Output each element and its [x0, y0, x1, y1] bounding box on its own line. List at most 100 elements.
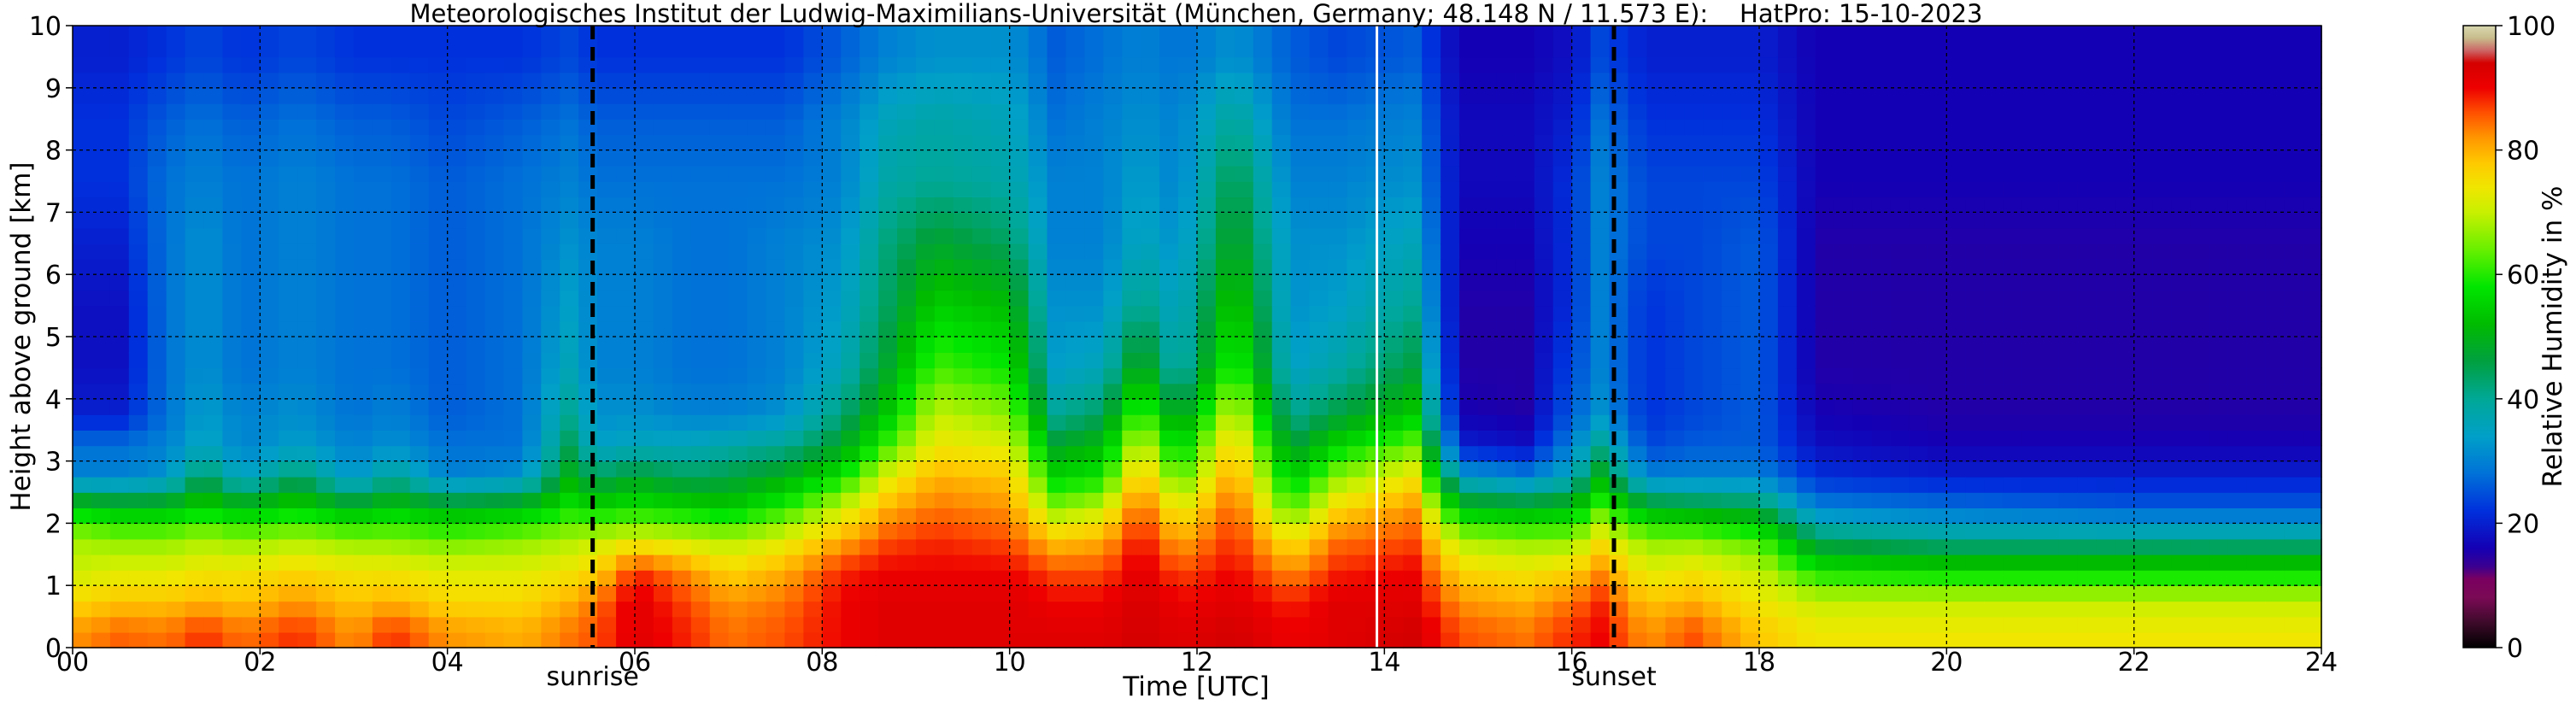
heat-cell: [635, 87, 654, 104]
heat-cell: [990, 274, 1011, 291]
heat-cell: [390, 367, 411, 384]
heat-cell: [2115, 134, 2135, 151]
x-tick-label: 20: [1930, 648, 1963, 678]
heat-cell: [578, 320, 598, 337]
heat-cell: [560, 383, 579, 400]
heat-cell: [1309, 476, 1329, 493]
heat-cell: [390, 601, 411, 618]
heat-cell: [597, 87, 617, 104]
heat-cell: [1890, 305, 1910, 322]
heat-cell: [616, 430, 636, 447]
heat-cell: [316, 367, 336, 384]
heat-cell: [1141, 554, 1160, 571]
heat-cell: [1965, 585, 1985, 602]
heat-cell: [241, 181, 261, 197]
heat-cell: [1065, 41, 1086, 58]
heat-cell: [2265, 585, 2285, 602]
heat-cell: [1740, 461, 1760, 478]
heat-cell: [1796, 150, 1816, 167]
heat-cell: [128, 87, 149, 104]
heat-cell: [484, 119, 505, 136]
heat-cell: [1103, 337, 1124, 353]
heat-cell: [1403, 352, 1423, 369]
heat-cell: [1552, 616, 1573, 633]
heat-cell: [672, 243, 692, 260]
heat-cell: [578, 72, 598, 89]
heat-cell: [2133, 337, 2154, 353]
heat-cell: [1347, 227, 1367, 244]
heat-cell: [2115, 616, 2135, 633]
heat-cell: [1384, 243, 1405, 260]
heat-cell: [2040, 414, 2060, 431]
heat-cell: [1684, 414, 1704, 431]
heat-cell: [203, 103, 224, 120]
heat-cell: [316, 492, 336, 508]
heat-cell: [1047, 103, 1067, 120]
heat-cell: [409, 398, 430, 415]
heat-cell: [1871, 320, 1892, 337]
heat-cell: [1084, 383, 1105, 400]
heat-cell: [1909, 26, 1929, 42]
heat-cell: [1834, 538, 1854, 555]
heat-cell: [354, 259, 373, 275]
heat-cell: [1571, 461, 1592, 478]
heat-cell: [1777, 507, 1798, 525]
x-tick-label: 24: [2305, 648, 2338, 678]
heat-cell: [690, 119, 711, 136]
heat-cell: [390, 212, 411, 229]
heat-cell: [1984, 383, 2004, 400]
heat-cell: [1253, 414, 1273, 431]
heat-cell: [2021, 476, 2041, 493]
heat-cell: [1890, 26, 1910, 42]
heat-cell: [1834, 476, 1854, 493]
heat-cell: [1459, 243, 1479, 260]
heat-cell: [1965, 570, 1985, 586]
heat-cell: [1909, 212, 1929, 229]
heat-cell: [1084, 570, 1105, 586]
heat-cell: [354, 103, 373, 120]
heat-cell: [1309, 320, 1329, 337]
heat-cell: [1384, 197, 1405, 214]
heat-cell: [1890, 538, 1910, 555]
heat-cell: [522, 430, 543, 447]
heat-cell: [1590, 243, 1611, 260]
heat-cell: [2227, 56, 2248, 73]
heat-cell: [1722, 165, 1741, 182]
heat-cell: [878, 398, 898, 415]
heat-cell: [2096, 320, 2116, 337]
heat-cell: [2003, 290, 2022, 307]
heat-cell: [1459, 445, 1479, 462]
heat-cell: [1552, 259, 1573, 275]
heat-cell: [878, 585, 898, 602]
heat-cell: [1215, 367, 1235, 384]
heat-cell: [784, 212, 805, 229]
heat-cell: [635, 41, 654, 58]
heat-cell: [466, 41, 486, 58]
heat-cell: [372, 290, 392, 307]
heat-cell: [1552, 103, 1573, 120]
heat-cell: [260, 56, 280, 73]
heat-cell: [1441, 601, 1460, 618]
heat-cell: [1290, 320, 1311, 337]
heat-cell: [2003, 570, 2022, 586]
heat-cell: [916, 197, 936, 214]
heat-cell: [1965, 41, 1985, 58]
heat-cell: [784, 150, 805, 167]
heat-cell: [1384, 72, 1405, 89]
heat-cell: [354, 150, 373, 167]
heat-cell: [597, 367, 617, 384]
heat-cell: [1441, 476, 1460, 493]
heat-cell: [1365, 570, 1386, 586]
heat-cell: [672, 554, 692, 571]
heat-cell: [484, 414, 505, 431]
heat-cell: [2133, 383, 2154, 400]
heat-cell: [1103, 445, 1124, 462]
heat-cell: [1271, 352, 1292, 369]
heat-cell: [728, 243, 748, 260]
heat-cell: [260, 445, 280, 462]
heat-cell: [1703, 616, 1722, 633]
heat-cell: [560, 119, 579, 136]
heat-cell: [73, 616, 92, 633]
heat-cell: [316, 119, 336, 136]
heat-cell: [2152, 181, 2173, 197]
